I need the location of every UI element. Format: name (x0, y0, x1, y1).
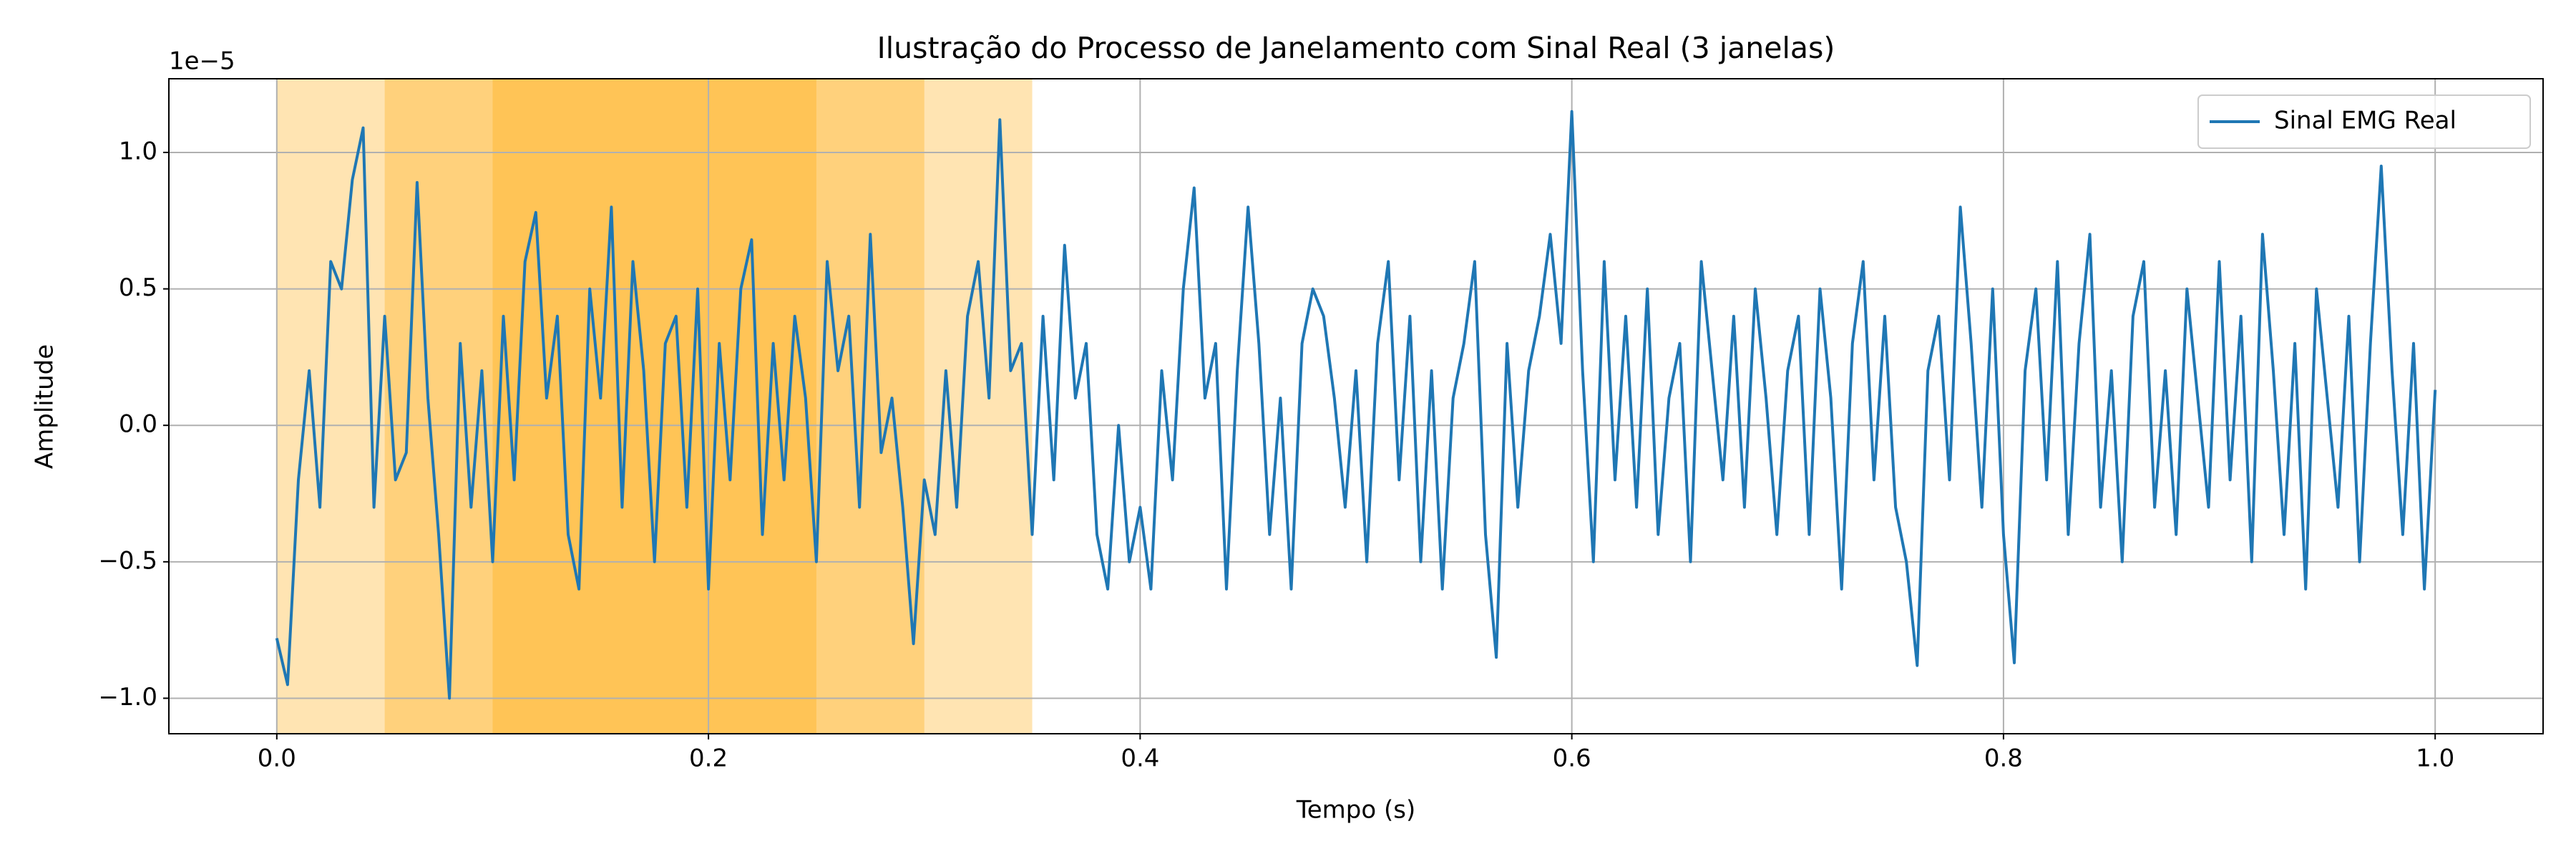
window-span (492, 79, 1033, 734)
y-tick-label: 0.5 (119, 273, 157, 302)
chart-title: Ilustração do Processo de Janelamento co… (877, 31, 1835, 65)
x-tick-label: 0.0 (258, 744, 296, 773)
y-tick-label: 0.0 (119, 410, 157, 439)
window-span (276, 79, 816, 734)
y-tick-label: −0.5 (98, 546, 157, 575)
x-tick-label: 0.4 (1121, 744, 1159, 773)
y-tick-label: −1.0 (98, 683, 157, 712)
x-tick-label: 0.6 (1553, 744, 1591, 773)
legend-label: Sinal EMG Real (2274, 107, 2457, 135)
y-offset-text: 1e−5 (169, 47, 235, 76)
x-tick-label: 0.2 (689, 744, 728, 773)
y-axis-label: Amplitude (31, 344, 59, 469)
x-tick-label: 1.0 (2416, 744, 2454, 773)
window-span (384, 79, 924, 734)
y-tick-label: 1.0 (119, 137, 157, 165)
legend-box (2197, 94, 2531, 149)
x-axis-label: Tempo (s) (1296, 796, 1415, 825)
axes-frame (168, 78, 2544, 734)
x-tick-label: 0.8 (1984, 744, 2023, 773)
signal-line (275, 110, 2437, 700)
